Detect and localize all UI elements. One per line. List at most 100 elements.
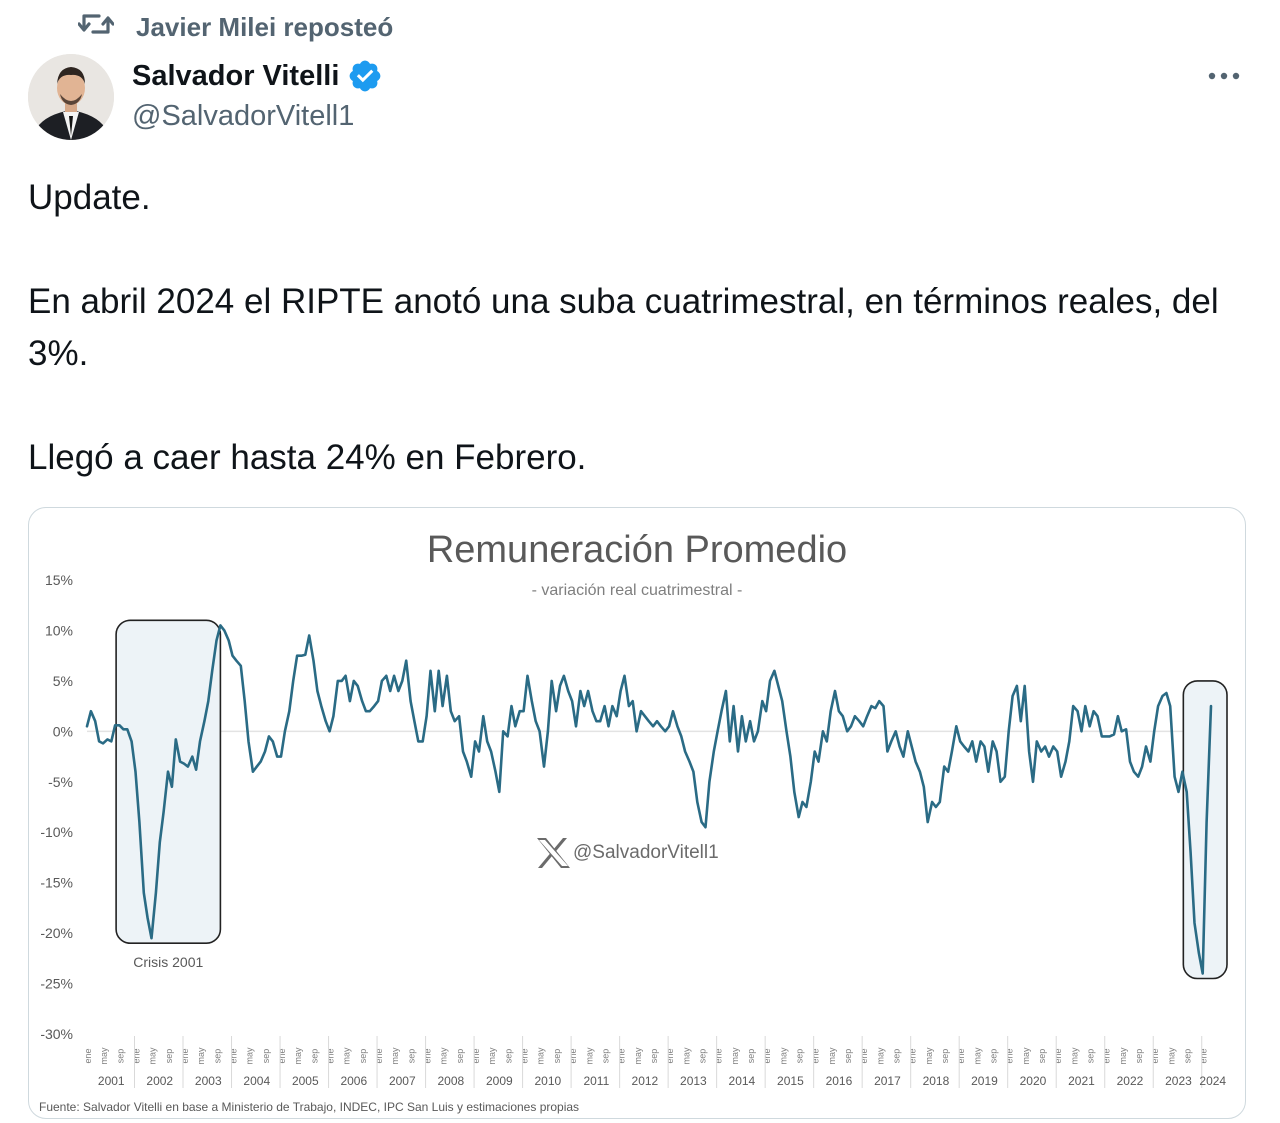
x-month-label: may	[293, 1047, 303, 1065]
watermark: @SalvadorVitell1	[537, 838, 719, 868]
x-month-label: ene	[132, 1048, 142, 1063]
x-year-label: 2003	[195, 1074, 222, 1088]
x-month-label: ene	[326, 1048, 336, 1063]
x-month-label: may	[148, 1047, 158, 1065]
x-month-label: sep	[794, 1049, 804, 1064]
x-year-label: 2022	[1117, 1074, 1144, 1088]
x-month-label: ene	[520, 1048, 530, 1063]
x-year-label: 2012	[632, 1074, 659, 1088]
y-tick-label: -30%	[40, 1026, 73, 1042]
verified-badge-icon[interactable]	[347, 58, 383, 94]
x-month-label: may	[633, 1047, 643, 1065]
x-month-label: sep	[891, 1049, 901, 1064]
x-month-label: may	[584, 1047, 594, 1065]
x-year-label: 2019	[971, 1074, 998, 1088]
x-month-label: may	[924, 1047, 934, 1065]
x-year-label: 2015	[777, 1074, 804, 1088]
x-month-label: sep	[503, 1049, 513, 1064]
y-tick-label: -20%	[40, 925, 73, 941]
x-month-label: ene	[1102, 1048, 1112, 1063]
y-tick-label: -25%	[40, 976, 73, 992]
x-year-label: 2011	[583, 1074, 609, 1088]
tweet-line: Llegó a caer hasta 24% en Febrero.	[28, 438, 587, 477]
x-month-label: may	[1021, 1047, 1031, 1065]
repost-icon	[77, 9, 115, 46]
series-line	[85, 624, 1213, 975]
x-month-label: sep	[746, 1049, 756, 1064]
tweet-media-chart[interactable]: Remuneración Promedio - variación real c…	[28, 507, 1246, 1119]
x-month-label: ene	[714, 1048, 724, 1063]
y-tick-label: -15%	[40, 875, 73, 891]
line-chart: Remuneración Promedio - variación real c…	[39, 529, 1228, 1114]
x-month-label: sep	[115, 1049, 125, 1064]
x-month-label: ene	[908, 1048, 918, 1063]
x-month-label: ene	[277, 1048, 287, 1063]
x-month-label: may	[196, 1047, 206, 1065]
x-month-label: ene	[617, 1048, 627, 1063]
x-year-label: 2017	[874, 1074, 901, 1088]
x-year-label: 2006	[340, 1074, 367, 1088]
x-month-label: sep	[1134, 1049, 1144, 1064]
x-month-label: may	[342, 1047, 352, 1065]
x-month-label: sep	[455, 1049, 465, 1064]
x-year-label: 2002	[146, 1074, 173, 1088]
chart-source: Fuente: Salvador Vitelli en base a Minis…	[39, 1100, 579, 1114]
x-year-label: 2020	[1020, 1074, 1047, 1088]
x-month-label: sep	[600, 1049, 610, 1064]
x-month-label: may	[827, 1047, 837, 1065]
x-year-label: 2016	[826, 1074, 853, 1088]
x-year-label: 2001	[98, 1074, 125, 1088]
author-handle[interactable]: @SalvadorVitell1	[132, 100, 355, 132]
chart-title: Remuneración Promedio	[427, 529, 847, 571]
x-month-label: sep	[988, 1049, 998, 1064]
x-month-label: may	[778, 1047, 788, 1065]
x-year-label: 2014	[729, 1074, 756, 1088]
x-month-label: may	[1118, 1047, 1128, 1065]
x-month-label: ene	[1199, 1048, 1209, 1063]
x-month-label: sep	[309, 1049, 319, 1064]
x-month-label: may	[681, 1047, 691, 1065]
x-month-label: ene	[471, 1048, 481, 1063]
x-year-label: 2008	[437, 1074, 464, 1088]
x-month-label: sep	[843, 1049, 853, 1064]
x-year-label: 2013	[680, 1074, 707, 1088]
avatar[interactable]	[28, 54, 114, 140]
x-month-label: may	[390, 1047, 400, 1065]
tweet-line: Update.	[28, 178, 151, 217]
x-month-label: may	[730, 1047, 740, 1065]
x-year-label: 2024	[1199, 1074, 1226, 1088]
x-month-label: may	[245, 1047, 255, 1065]
x-month-label: sep	[697, 1049, 707, 1064]
more-options-icon[interactable]	[1202, 58, 1246, 94]
annotations: Crisis 2001	[115, 619, 1228, 980]
x-month-label: ene	[423, 1048, 433, 1063]
x-year-label: 2018	[923, 1074, 950, 1088]
x-month-label: ene	[83, 1048, 93, 1063]
y-tick-label: 15%	[45, 572, 73, 588]
repost-text[interactable]: Javier Milei reposteó	[136, 11, 394, 42]
tweet-text: Update. En abril 2024 el RIPTE anotó una…	[28, 172, 1248, 484]
x-month-label: sep	[164, 1049, 174, 1064]
x-month-label: ene	[229, 1048, 239, 1063]
x-month-label: ene	[665, 1048, 675, 1063]
y-tick-label: 10%	[45, 622, 73, 638]
x-logo-icon	[537, 838, 570, 868]
x-month-label: sep	[358, 1049, 368, 1064]
x-year-label: 2009	[486, 1074, 513, 1088]
watermark-handle: @SalvadorVitell1	[573, 842, 719, 863]
author-name[interactable]: Salvador Vitelli	[132, 59, 340, 92]
x-month-label: sep	[649, 1049, 659, 1064]
x-month-label: ene	[859, 1048, 869, 1063]
x-year-label: 2010	[534, 1074, 561, 1088]
series	[85, 624, 1213, 975]
x-month-label: sep	[1086, 1049, 1096, 1064]
x-month-label: sep	[1183, 1049, 1193, 1064]
annotation-label: Crisis 2001	[133, 954, 203, 970]
y-tick-label: -10%	[40, 824, 73, 840]
y-tick-label: 5%	[53, 673, 73, 689]
x-month-label: ene	[374, 1048, 384, 1063]
tweet-line: En abril 2024 el RIPTE anotó una suba cu…	[28, 282, 1219, 373]
x-month-label: may	[875, 1047, 885, 1065]
x-month-label: sep	[940, 1049, 950, 1064]
